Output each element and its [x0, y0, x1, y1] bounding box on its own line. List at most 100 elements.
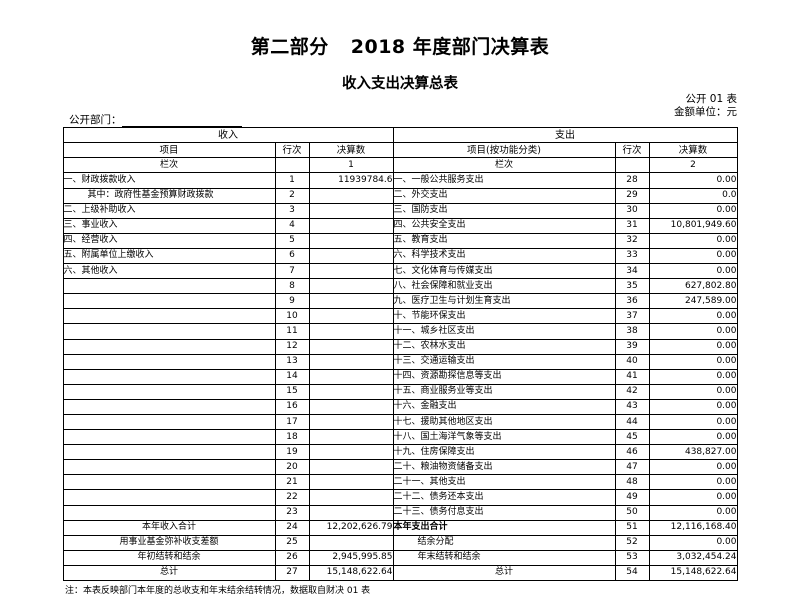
row-amount-value: 0.00 [648, 247, 738, 265]
row-item-label: 十八、国土海洋气象等支出 [392, 429, 616, 446]
table-row: 21 二十一、其他支出 48 0.00 [62, 474, 738, 491]
row-line-number: 14 [274, 368, 310, 385]
row-line-number: 53 [614, 549, 650, 566]
row-amount-value [308, 534, 394, 551]
row-line-number: 1 [274, 172, 310, 189]
table-row: 二、上级补助收入 3 三、国防支出 30 0.00 [62, 202, 738, 219]
row-amount-value [308, 474, 394, 491]
row-item-label: 其中：政府性基金预算财政拨款 [62, 187, 276, 204]
table-row: 20 二十、粮油物资储备支出 47 0.00 [62, 459, 738, 476]
lane-expenditure-value: 2 [648, 157, 738, 174]
row-item-label [62, 293, 276, 310]
row-amount-value [308, 247, 394, 265]
table-row: 19 十九、住房保障支出 46 438,827.00 [62, 444, 738, 461]
row-amount-value: 0.00 [648, 172, 738, 189]
row-item-label [62, 338, 276, 355]
row-line-number: 38 [614, 323, 650, 340]
column-header-income-item: 项目 [62, 142, 276, 159]
row-line-number: 44 [614, 413, 650, 431]
row-amount-value [308, 504, 394, 521]
table-row: 年初结转和结余 26 2,945,995.85 年末结转和结余 53 3,032,454.… [62, 549, 738, 566]
table-row: 六、其他收入 7 七、文化体育与传媒支出 34 0.00 [62, 263, 738, 280]
row-amount-value: 438,827.00 [648, 444, 738, 461]
column-header-expenditure-line: 行次 [614, 142, 650, 159]
row-amount-value: 0.00 [648, 263, 738, 280]
row-line-number: 39 [614, 338, 650, 355]
row-item-label: 十、节能环保支出 [392, 308, 616, 325]
table-row: 其中：政府性基金预算财政拨款 2 二、外交支出 29 0.0 [62, 187, 738, 204]
row-item-label [62, 444, 276, 461]
row-amount-value [308, 383, 394, 400]
table-row: 15 十五、商业服务业等支出 42 0.00 [62, 383, 738, 400]
row-amount-value [308, 368, 394, 385]
row-amount-value: 0.00 [648, 323, 738, 340]
row-item-label [62, 398, 276, 415]
row-line-number: 10 [274, 308, 310, 325]
page-subtitle: 收入支出决算总表 [342, 75, 458, 92]
row-line-number: 15 [274, 383, 310, 400]
row-item-label [62, 459, 276, 476]
row-line-number: 25 [274, 534, 310, 551]
amount-unit-label: 金额单位：元 [674, 106, 737, 119]
row-line-number: 40 [614, 353, 650, 370]
table-body: 一、财政拨款收入 1 11939784.6 一、一般公共服务支出 28 0.00 其中：政府… [62, 172, 738, 582]
row-line-number: 29 [614, 187, 650, 204]
row-amount-value [308, 323, 394, 340]
row-amount-value [308, 232, 394, 249]
table-row: 13 十三、交通运输支出 40 0.00 [62, 353, 738, 370]
total-row-label: 本年支出合计 [392, 519, 616, 536]
row-item-label: 五、附属单位上缴收入 [62, 247, 276, 265]
row-line-number: 6 [274, 247, 310, 265]
row-amount-value [308, 338, 394, 355]
row-line-number: 34 [614, 263, 650, 280]
table-row: 本年收入合计 24 12,202,626.79 本年支出合计 51 12,116,168.… [62, 519, 738, 536]
table-footnote: 注：本表反映部门本年度的总收支和年末结余结转情况，数据取自财决 01 表 [65, 586, 371, 596]
table-row: 17 十七、援助其他地区支出 44 0.00 [62, 413, 738, 431]
column-header-row: 项目 行次 决算数 项目(按功能分类) 行次 决算数 [62, 142, 738, 159]
table-row: 8 八、社会保障和就业支出 35 627,802.80 [62, 278, 738, 295]
group-header-expenditure: 支出 [392, 127, 738, 144]
row-item-label [62, 489, 276, 506]
column-header-income-line: 行次 [274, 142, 310, 159]
row-item-label: 十四、资源勘探信息等支出 [392, 368, 616, 385]
lane-expenditure-line [614, 157, 650, 174]
total-row-label: 本年收入合计 [62, 519, 276, 536]
row-item-label: 一、一般公共服务支出 [392, 172, 616, 189]
row-amount-value: 0.00 [648, 429, 738, 446]
row-amount-value [308, 489, 394, 506]
form-code-label: 公开 01 表 [685, 93, 737, 106]
lane-number-row: 栏次 1 栏次 2 [62, 157, 738, 174]
row-item-label: 四、公共安全支出 [392, 217, 616, 234]
row-item-label [62, 474, 276, 491]
row-amount-value: 10,801,949.60 [648, 217, 738, 234]
row-amount-value: 15,148,622.64 [648, 564, 738, 582]
table-meta-header: 公开 01 表 金额单位：元 公开部门： [63, 93, 737, 128]
group-header-income: 收入 [62, 127, 394, 144]
row-line-number: 7 [274, 263, 310, 280]
row-amount-value [308, 308, 394, 325]
row-item-label [62, 383, 276, 400]
row-line-number: 13 [274, 353, 310, 370]
row-amount-value: 0.00 [648, 534, 738, 551]
document-page: 第二部分 2018 年度部门决算表 收入支出决算总表 公开 01 表 金额单位：元… [62, 36, 738, 596]
row-line-number: 21 [274, 474, 310, 491]
lane-label-income: 栏次 [62, 157, 276, 174]
table-row: 11 十一、城乡社区支出 38 0.00 [62, 323, 738, 340]
row-line-number: 26 [274, 549, 310, 566]
row-item-label: 十三、交通运输支出 [392, 353, 616, 370]
lane-income-line [274, 157, 310, 174]
row-amount-value: 0.00 [648, 202, 738, 219]
row-line-number: 50 [614, 504, 650, 521]
meta-right-block: 公开 01 表 金额单位：元 [674, 93, 737, 119]
row-item-label: 十六、金融支出 [392, 398, 616, 415]
row-item-label: 九、医疗卫生与计划生育支出 [392, 293, 616, 310]
column-header-expenditure-item: 项目(按功能分类) [392, 142, 616, 159]
row-amount-value: 11939784.6 [308, 172, 394, 189]
department-value-blank[interactable] [121, 115, 242, 128]
row-amount-value: 12,202,626.79 [308, 519, 394, 536]
row-amount-value: 15,148,622.64 [308, 564, 394, 582]
group-header-row: 收入 支出 [62, 127, 738, 144]
row-item-label [62, 429, 276, 446]
total-row-label: 总计 [62, 564, 276, 582]
row-line-number: 31 [614, 217, 650, 234]
